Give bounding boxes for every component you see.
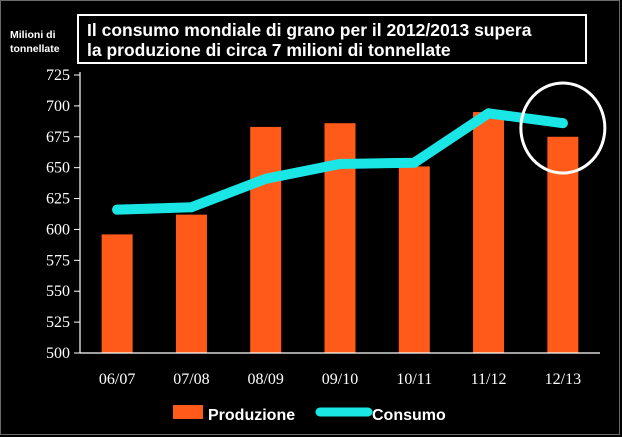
y-tick-label: 625	[46, 191, 70, 208]
annotations	[519, 81, 607, 175]
x-tick-label: 10/11	[396, 371, 432, 388]
y-tick-label: 500	[46, 345, 70, 362]
bar-produzione-11-12	[473, 112, 505, 353]
point-consumo-11-12	[483, 108, 494, 119]
y-tick-label: 575	[46, 252, 70, 269]
y-axis-unit-label: Milioni di tonnellate	[10, 28, 80, 56]
y-tick-label: 525	[46, 314, 70, 331]
y-tick-label: 675	[46, 129, 70, 146]
axes	[79, 72, 600, 354]
chart-title: Il consumo mondiale di grano per il 2012…	[77, 14, 587, 64]
highlight-circle	[519, 81, 607, 175]
bar-produzione-09-10	[324, 123, 356, 353]
legend-consumo-label: Consumo	[372, 407, 446, 424]
x-tick-label: 11/12	[471, 371, 507, 388]
unit-line-1: Milioni di	[10, 29, 56, 41]
x-tick-label: 07/08	[173, 371, 209, 388]
point-consumo-09-10	[335, 158, 345, 169]
bar-produzione-07-08	[175, 214, 207, 353]
legend-produzione-label: Produzione	[208, 407, 295, 424]
point-consumo-10-11	[409, 157, 420, 168]
legend: Produzione Consumo	[173, 405, 446, 424]
bar-produzione-10-11	[398, 166, 430, 353]
y-tick-label: 725	[46, 67, 70, 84]
point-consumo-06-07	[112, 204, 123, 215]
y-tick-label: 650	[46, 160, 70, 177]
x-tick-label: 06/07	[99, 371, 135, 388]
x-tick-label: 09/10	[322, 371, 358, 388]
title-line-1: Il consumo mondiale di grano per il 2012…	[87, 20, 532, 40]
legend-produzione-swatch	[173, 405, 203, 419]
consumo-line-layer	[112, 108, 568, 215]
y-axis: 500 525 550 575 600 625 650 675 700 725	[46, 67, 80, 362]
bar-produzione-06-07	[101, 234, 133, 353]
x-tick-label: 08/09	[247, 371, 283, 388]
bar-produzione-12-13	[547, 136, 579, 353]
bar-produzione-08-09	[250, 126, 282, 353]
x-tick-label: 12/13	[545, 371, 581, 388]
x-axis: 06/07 07/08 08/09 09/10 10/11 11/12 12/13	[99, 371, 581, 388]
unit-line-2: tonnellate	[10, 43, 60, 55]
point-consumo-07-08	[186, 202, 197, 213]
y-tick-label: 550	[46, 283, 70, 300]
y-tick-label: 600	[46, 221, 70, 238]
y-tick-label: 700	[46, 98, 70, 115]
title-line-2: la produzione di circa 7 milioni di tonn…	[87, 40, 451, 60]
produzione-bars	[101, 112, 579, 353]
point-consumo-12-13	[557, 118, 568, 129]
point-consumo-08-09	[260, 173, 271, 184]
